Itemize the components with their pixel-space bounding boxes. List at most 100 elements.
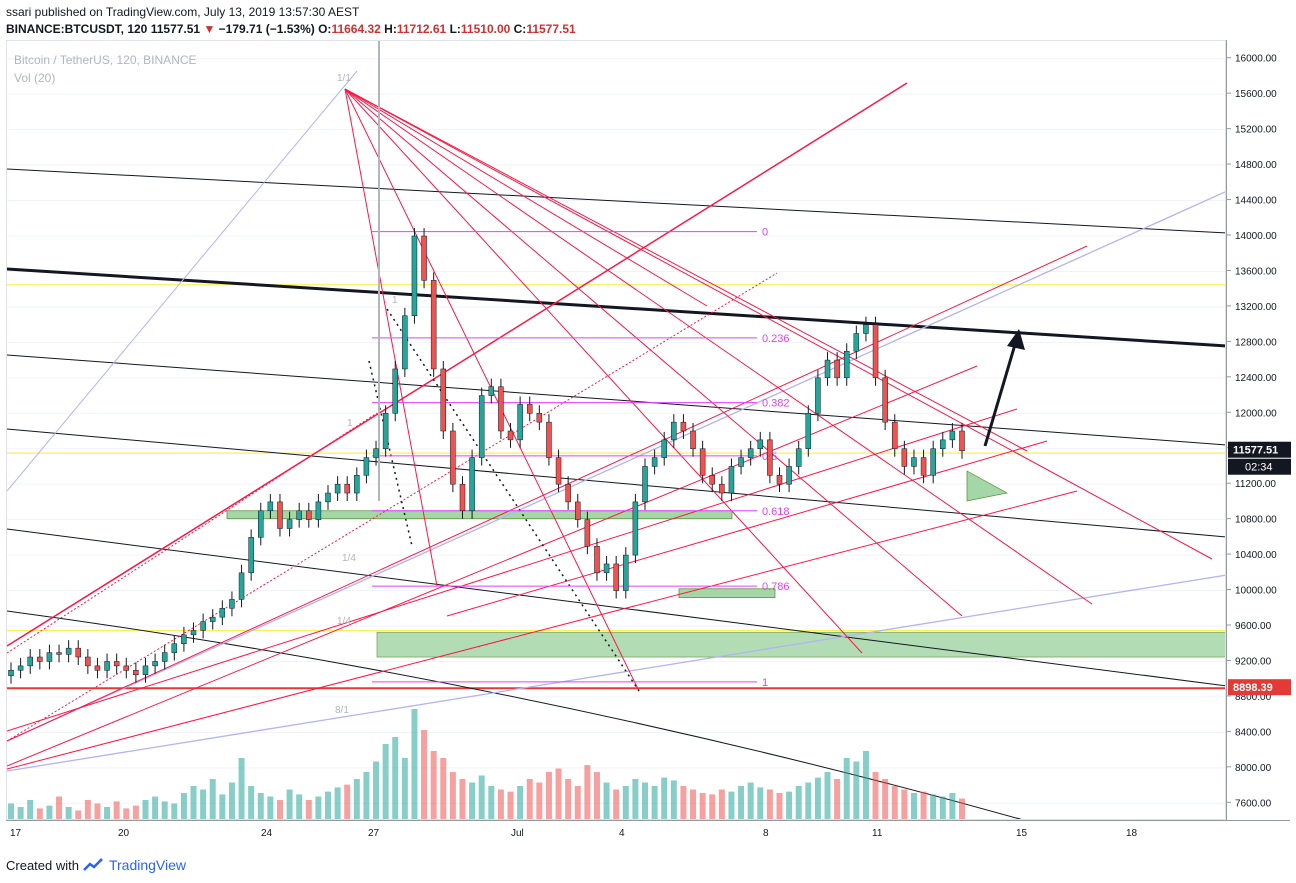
- fan-label: 1: [347, 418, 353, 429]
- candle-body: [459, 483, 466, 512]
- candle-body: [843, 350, 850, 379]
- candle-body: [824, 359, 831, 379]
- candle-body: [152, 661, 158, 667]
- candle-body: [161, 652, 168, 662]
- volume-bar: [325, 791, 331, 819]
- volume-bar: [478, 775, 485, 819]
- candle-body: [805, 413, 812, 449]
- volume-bar: [305, 800, 312, 819]
- time-tick-label: 11: [872, 828, 883, 839]
- price-axis-svg[interactable]: 7600.00 8000.00 8400.00 8800.00 9200.00 9600.…: [1227, 40, 1291, 820]
- candle-body: [709, 475, 715, 485]
- countdown-tag-text: 02:34: [1245, 462, 1273, 474]
- candle-body: [920, 457, 927, 476]
- volume-bar: [699, 793, 706, 819]
- price-tick-label: 16000.00: [1235, 54, 1277, 65]
- price-tick-label: 10800.00: [1235, 515, 1277, 526]
- channel-line-red: [7, 412, 378, 654]
- price-tick-label: 14400.00: [1235, 196, 1277, 207]
- volume-bar: [939, 796, 946, 819]
- fan-line-red: [344, 88, 1213, 560]
- candle-body: [632, 501, 639, 556]
- candle-body: [267, 501, 274, 512]
- channel-line-red: [7, 490, 1078, 770]
- volume-bar: [536, 782, 543, 819]
- volume-bar: [738, 786, 745, 819]
- trend-line-lavender: [7, 574, 1225, 772]
- candle-body: [872, 324, 879, 379]
- price-axis[interactable]: 7600.00 8000.00 8400.00 8800.00 9200.00 9600.…: [1226, 40, 1291, 820]
- footer-brand[interactable]: TradingView: [108, 857, 187, 873]
- time-axis[interactable]: 17 20 24 27 Jul 4 8 11 15 18: [6, 820, 1290, 843]
- fan-line-red: [344, 88, 863, 654]
- volume-bar: [690, 789, 697, 819]
- candle-body: [27, 656, 33, 667]
- channel-line-red: [7, 245, 1088, 742]
- projection-arrow: [983, 330, 1021, 447]
- volume-bar: [209, 779, 216, 819]
- low-value: 11510.00: [460, 22, 511, 36]
- footer: Created with TradingView: [6, 857, 186, 873]
- fan-line-red: [344, 88, 963, 617]
- volume-bar: [632, 779, 639, 819]
- price-tick-label: 13600.00: [1235, 266, 1277, 277]
- volume-bar: [344, 784, 351, 819]
- dotted-path: [386, 308, 640, 692]
- volume-bar: [622, 786, 629, 819]
- close-label: C:: [513, 22, 527, 36]
- candle-body: [488, 386, 495, 396]
- candle-body: [517, 404, 523, 441]
- candle-body: [94, 665, 101, 671]
- volume-bar: [814, 777, 821, 819]
- candle-body: [277, 501, 283, 529]
- volume-bar: [56, 796, 63, 819]
- volume-bar: [190, 786, 197, 819]
- volume-bar: [497, 789, 504, 819]
- volume-bar: [440, 758, 447, 819]
- volume-bar: [123, 808, 130, 819]
- volume-bar: [593, 772, 600, 819]
- volume-bar: [834, 779, 841, 819]
- ohlc-legend: BINANCE:BTCUSDT, 120 11577.51 ▼ −179.71 …: [6, 22, 576, 36]
- candle-body: [392, 368, 398, 414]
- volume-bar: [805, 782, 812, 819]
- volume-bar: [574, 786, 581, 819]
- volume-bar: [776, 793, 783, 819]
- candle-body: [104, 661, 110, 671]
- volume-bar: [430, 751, 437, 819]
- candle-body: [56, 652, 62, 655]
- support-zone-small: [678, 588, 776, 598]
- candle-body: [594, 545, 600, 574]
- candle-body: [699, 448, 706, 476]
- volume-bar: [142, 800, 149, 819]
- candle-body: [238, 572, 245, 600]
- price-tick-label: 11200.00: [1235, 479, 1276, 490]
- volume-indicator-label[interactable]: Vol (20): [14, 71, 56, 85]
- candle-body: [75, 647, 81, 658]
- volume-bar: [613, 789, 620, 819]
- volume-bar: [766, 789, 773, 819]
- volume-bar: [65, 807, 72, 819]
- candle-body: [690, 430, 696, 449]
- volume-bar: [113, 801, 120, 819]
- price-tick-label: 8800.00: [1235, 692, 1272, 703]
- volume-bar: [526, 779, 533, 819]
- channel-line: [7, 528, 1225, 687]
- candle-body: [853, 333, 860, 352]
- candle-body: [85, 656, 91, 667]
- volume-bar: [152, 796, 159, 819]
- volume-bar: [949, 793, 956, 819]
- candle-body: [65, 647, 72, 655]
- volume-bar: [728, 791, 735, 819]
- fan-line-red: [344, 88, 1093, 605]
- candle-body: [575, 501, 581, 520]
- channel-line-red: [446, 440, 1048, 617]
- time-tick-label: 15: [1016, 828, 1028, 839]
- price-change: −179.71 (−1.53%): [218, 22, 315, 36]
- time-tick-label: 20: [118, 828, 130, 839]
- volume-bar: [603, 782, 610, 819]
- channel-line-red: [7, 408, 1018, 732]
- time-axis-svg[interactable]: 17 20 24 27 Jul 4 8 11 15 18: [6, 821, 1290, 843]
